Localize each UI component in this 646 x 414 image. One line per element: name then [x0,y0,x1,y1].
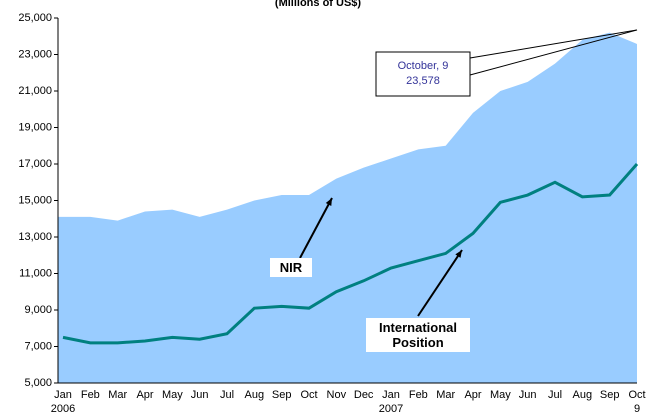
series-label: NIR [270,258,312,277]
x-tick-label: Sep [272,389,292,401]
x-tick-sublabel: 9 [634,403,640,414]
x-tick-label: Jun [191,389,209,401]
arrow-head [325,198,332,206]
x-tick-label: Mar [108,389,127,401]
x-tick-label: Mar [436,389,455,401]
y-tick-label: 15,000 [18,194,52,206]
label-arrow [299,197,333,259]
y-tick-label: 17,000 [18,158,52,170]
x-tick-label: May [490,389,511,401]
y-tick-label: 19,000 [18,121,52,133]
y-tick-label: 5,000 [24,377,52,389]
label-arrow [417,249,463,317]
x-tick-sublabel: 2007 [379,403,403,414]
callout-date: October, 9 [398,60,449,72]
y-tick-label: 11,000 [19,267,52,279]
x-tick-label: Aug [245,389,265,401]
callout-line [469,29,638,59]
x-tick-label: Sep [600,389,620,401]
x-tick-label: Jan [382,389,400,401]
y-tick-label: 7,000 [24,340,52,352]
callout-line [469,29,638,76]
x-tick-label: Feb [409,389,428,401]
x-tick-label: Apr [464,389,481,401]
y-tick-label: 23,000 [18,48,52,60]
y-tick-label: 9,000 [24,304,52,316]
x-tick-label: Jan [54,389,72,401]
x-tick-sublabel: 2006 [51,403,75,414]
callout-value: 23,578 [406,75,440,87]
x-tick-label: Nov [327,389,347,401]
x-tick-label: Feb [81,389,100,401]
x-tick-label: Aug [573,389,593,401]
y-tick-label: 25,000 [18,12,52,24]
x-tick-label: Jul [220,389,234,401]
area [58,32,637,383]
x-tick-label: Dec [354,389,374,401]
series-label: International Position [366,318,470,352]
x-tick-label: Apr [136,389,153,401]
x-tick-label: Jun [519,389,537,401]
x-tick-label: Jul [548,389,562,401]
arrow-head [455,250,462,258]
x-tick-label: Oct [628,389,645,401]
line [62,163,639,345]
callout-box [375,51,471,97]
chart-title: (Millions of US$) [275,0,362,9]
x-tick-label: May [162,389,183,401]
x-tick-label: Oct [300,389,317,401]
y-tick-label: 13,000 [18,231,52,243]
y-tick-label: 21,000 [18,85,52,97]
